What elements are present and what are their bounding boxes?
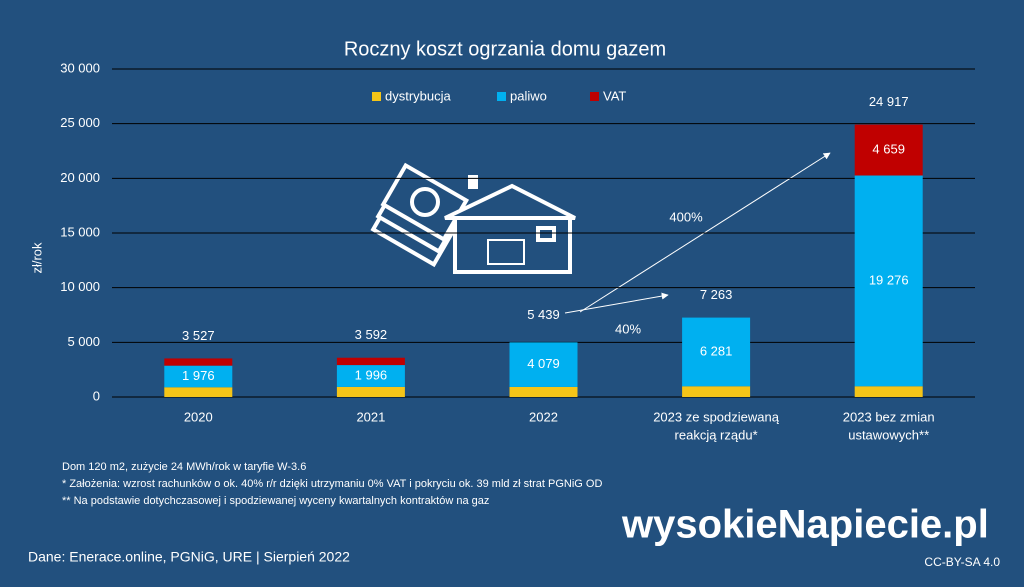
bar-segment [164,365,233,388]
y-tick-label: 0 [93,388,100,403]
bar-segment [854,175,923,387]
total-label: 3 592 [355,327,388,342]
value-label: 1 976 [182,368,215,383]
x-tick-label: reakcją rządu* [675,427,758,442]
note: * Założenia: wzrost rachunków o ok. 40% … [62,478,602,490]
bar-segment [164,358,233,366]
total-label: 3 527 [182,328,215,343]
legend-label: VAT [603,88,626,103]
bar-segment [509,342,578,387]
x-tick-label: ustawowych** [848,427,929,442]
legend-swatch [497,92,506,101]
note: ** Na podstawie dotychczasowej i spodzie… [62,495,489,507]
y-tick-label: 20 000 [60,170,100,185]
legend-swatch [372,92,381,101]
bar-segment [682,386,751,397]
bar-segment [854,386,923,397]
x-tick-label: 2020 [184,409,213,424]
x-tick-label: 2023 bez zmian [843,409,935,424]
bar-segment [164,387,233,397]
y-tick-label: 30 000 [60,60,100,75]
y-tick-label: 15 000 [60,224,100,239]
illustration [370,162,576,274]
total-label: 5 439 [527,307,560,322]
legend-label: paliwo [510,88,547,103]
note: Dom 120 m2, zużycie 24 MWh/rok w taryfie… [62,461,306,473]
bar-segment [336,386,405,397]
bar-segment [509,386,578,397]
x-tick-label: 2021 [356,409,385,424]
legend-swatch [590,92,599,101]
value-label: 1 996 [355,367,388,382]
total-label: 7 263 [700,287,733,302]
x-tick-label: 2023 ze spodziewaną [653,409,780,424]
annotation: 40% [615,321,641,336]
value-label: 4 079 [527,356,560,371]
y-tick-label: 10 000 [60,279,100,294]
bar-segment [682,317,751,387]
annotation: 400% [669,209,703,224]
y-axis-label: zł/rok [29,242,44,274]
value-label: 6 281 [700,343,733,358]
license: CC-BY-SA 4.0 [924,555,1000,569]
logo: wysokieNapiecie.pl [621,503,989,547]
value-label: 4 659 [872,141,905,156]
total-label: 24 917 [869,94,909,109]
value-label: 19 276 [869,272,909,287]
legend-label: dystrybucja [385,88,452,103]
arrow [564,292,669,314]
y-tick-label: 25 000 [60,115,100,130]
y-tick-label: 5 000 [67,334,100,349]
x-tick-label: 2022 [529,409,558,424]
chart-title: Roczny koszt ogrzania domu gazem [344,38,666,60]
bar-segment [336,365,405,387]
bar-segment [854,124,923,176]
source: Dane: Enerace.online, PGNiG, URE | Sierp… [28,549,350,565]
bar-segment [336,357,405,366]
